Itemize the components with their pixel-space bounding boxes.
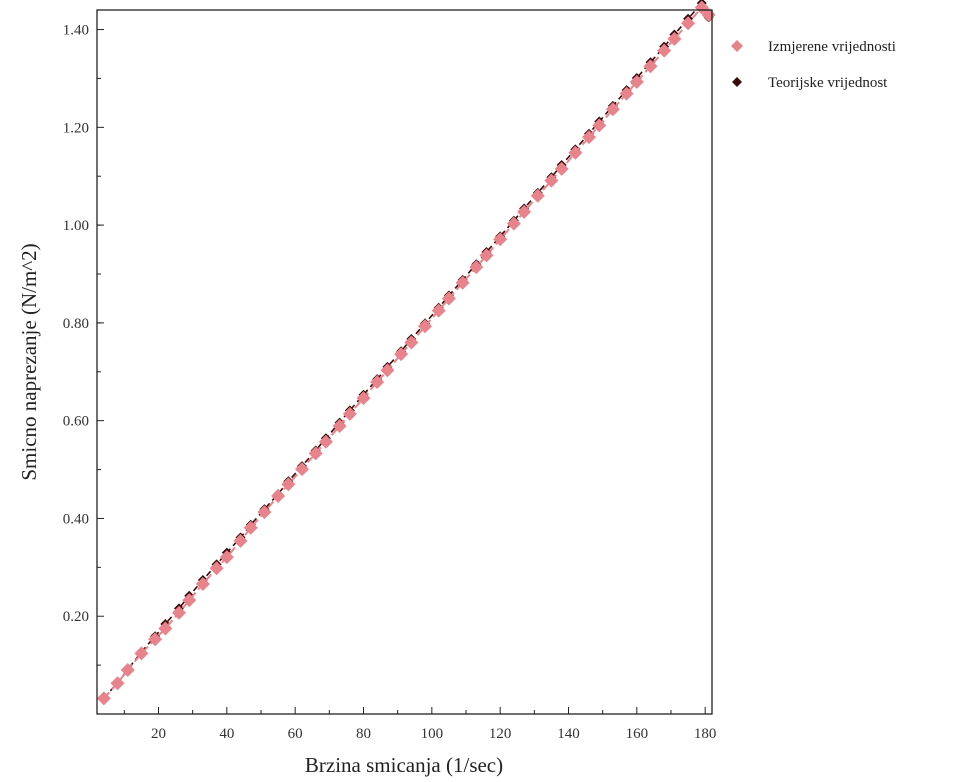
x-tick-label: 80	[356, 726, 371, 742]
measured-point	[554, 161, 569, 176]
measured-point	[281, 477, 296, 492]
measured-point	[643, 59, 658, 74]
measured-point	[257, 505, 272, 520]
measured-point	[219, 550, 234, 565]
y-tick-label: 0.40	[63, 511, 89, 527]
measured-point	[308, 446, 323, 461]
y-axis-title: Smicno naprezanje (N/m^2)	[17, 243, 41, 480]
measured-point	[243, 520, 258, 535]
theoretical-line	[103, 1, 710, 699]
axis-ticks: 20 40 60 80 100 120 140 160 180 0.20 0.40 0.60 0.80 1…	[63, 23, 717, 742]
measured-point	[182, 593, 197, 608]
legend-marker-measured	[731, 40, 743, 52]
measured-point	[479, 248, 494, 263]
x-tick-label: 140	[557, 726, 580, 742]
measured-point	[592, 118, 607, 133]
measured-point	[431, 303, 446, 318]
measured-point	[342, 406, 357, 421]
measured-point	[681, 16, 696, 31]
measured-point	[318, 434, 333, 449]
measured-point	[517, 204, 532, 219]
plot-frame	[96, 9, 713, 715]
y-tick-label: 1.20	[63, 120, 89, 136]
measured-point	[233, 533, 248, 548]
measured-point	[455, 275, 470, 290]
measured-point	[172, 605, 186, 620]
measured-point	[441, 291, 456, 306]
measured-point	[332, 419, 347, 434]
x-tick-label: 120	[489, 726, 512, 742]
measured-point	[667, 31, 682, 46]
measured-point	[694, 0, 709, 15]
measured-point	[148, 632, 163, 647]
measured-point	[493, 232, 508, 247]
measured-point	[506, 216, 521, 231]
measured-point	[629, 74, 644, 89]
measured-point	[418, 319, 432, 334]
measured-point	[134, 646, 149, 661]
measured-point	[295, 462, 309, 477]
legend-label-theoretical: Teorijske vrijednost	[768, 75, 888, 91]
y-tick-label: 1.00	[63, 218, 89, 234]
measured-point	[619, 86, 634, 101]
measured-point	[530, 188, 545, 203]
measured-point	[582, 130, 596, 145]
legend-marker-theoretical	[732, 77, 742, 87]
x-tick-label: 180	[694, 726, 717, 742]
x-tick-label: 100	[421, 726, 444, 742]
plot-area	[96, 0, 716, 706]
measured-point	[110, 676, 125, 691]
measured-point	[195, 576, 210, 591]
measured-point	[657, 43, 672, 58]
measured-point	[120, 663, 135, 677]
measured-point	[394, 347, 409, 362]
measured-point	[356, 391, 371, 406]
measured-point	[605, 102, 620, 117]
measured-point	[469, 260, 484, 275]
y-tick-label: 0.80	[63, 316, 89, 332]
x-axis-title: Brzina smicanja (1/sec)	[305, 753, 503, 777]
y-tick-label: 1.40	[63, 23, 89, 39]
x-tick-label: 60	[288, 726, 303, 742]
measured-point	[568, 145, 583, 160]
measured-point	[380, 363, 395, 378]
x-tick-label: 20	[151, 726, 166, 742]
measured-point	[271, 488, 286, 503]
y-tick-label: 0.60	[63, 414, 89, 430]
measured-point	[209, 561, 224, 576]
y-tick-label: 0.20	[63, 609, 89, 625]
x-tick-label: 40	[219, 726, 234, 742]
measured-point	[370, 375, 385, 390]
legend-label-measured: Izmjerene vrijednosti	[768, 39, 896, 55]
measured-point	[96, 691, 111, 706]
measured-point	[158, 621, 173, 636]
measured-point	[404, 335, 419, 350]
x-tick-label: 160	[626, 726, 649, 742]
measured-point	[544, 173, 559, 188]
legend: Izmjerene vrijednosti Teorijske vrijedno…	[731, 39, 896, 91]
